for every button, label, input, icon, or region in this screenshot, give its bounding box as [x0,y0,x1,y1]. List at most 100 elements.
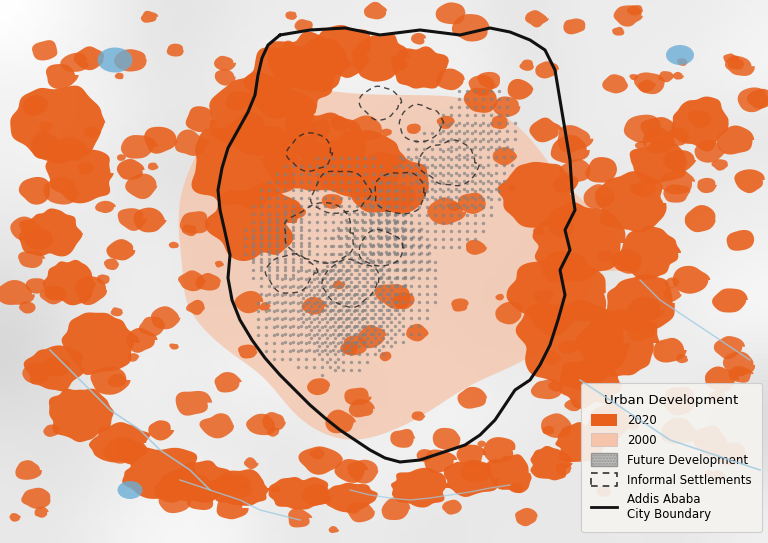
Point [325,306,337,314]
Point [308,275,320,283]
Point [397,242,409,250]
Polygon shape [346,502,375,522]
Point [255,282,267,291]
Point [389,289,401,298]
Point [367,218,379,226]
Point [284,307,296,315]
Point [405,242,417,250]
Point [340,207,353,216]
Polygon shape [658,71,674,82]
Point [391,225,403,233]
Point [340,339,353,348]
Polygon shape [478,440,486,447]
Point [421,258,433,267]
Point [453,111,465,119]
Polygon shape [89,422,151,464]
Polygon shape [552,176,576,193]
Polygon shape [139,317,165,336]
Point [397,258,409,267]
Point [303,258,315,267]
Point [332,323,344,331]
Point [313,318,325,326]
Point [319,321,331,330]
Point [300,283,312,292]
Point [458,176,470,185]
Point [271,321,283,330]
Point [279,162,291,171]
Polygon shape [723,351,755,376]
Point [308,363,320,371]
Point [343,298,355,306]
Point [255,289,267,298]
Point [380,239,392,248]
Polygon shape [654,338,687,363]
Point [247,247,259,255]
Point [341,306,353,314]
Polygon shape [333,280,346,289]
Polygon shape [711,470,726,481]
Point [365,338,377,346]
Point [375,241,387,249]
Point [356,299,368,307]
Point [437,127,449,135]
Point [509,127,521,135]
Polygon shape [534,290,554,304]
Point [391,226,403,235]
Point [279,289,291,298]
Point [391,289,403,298]
Point [421,235,433,243]
Point [247,266,259,274]
Polygon shape [515,300,631,390]
Point [421,211,433,219]
Point [340,314,353,323]
Point [397,306,409,314]
Point [437,235,449,243]
Point [247,250,259,258]
Point [477,211,489,219]
Point [316,363,328,371]
Point [335,282,347,291]
Polygon shape [114,439,145,461]
Polygon shape [448,202,460,211]
Point [279,178,291,186]
Point [303,274,315,282]
Point [377,318,389,326]
Point [268,314,280,323]
Point [442,193,454,201]
Point [292,355,304,363]
Polygon shape [301,78,316,86]
Point [319,162,331,171]
Point [399,210,411,218]
Point [437,179,449,187]
Point [389,226,401,235]
Point [349,282,361,291]
Point [474,129,486,137]
Point [341,266,353,274]
Point [325,258,337,267]
Point [317,282,329,291]
Point [341,289,353,298]
Point [381,210,393,218]
Polygon shape [10,217,41,241]
Point [276,314,288,323]
Point [369,342,381,350]
Polygon shape [364,2,387,20]
Polygon shape [25,278,46,294]
Point [287,282,300,291]
Point [397,194,409,203]
Point [356,331,368,339]
Point [375,282,387,291]
Point [389,233,401,242]
Polygon shape [179,90,623,440]
Point [348,232,360,241]
Point [458,161,470,169]
Point [329,342,341,350]
Polygon shape [234,291,263,313]
Point [295,258,307,267]
Point [343,233,355,242]
Point [383,257,396,266]
Point [383,250,396,258]
Point [353,262,365,270]
Point [372,194,385,203]
Point [345,318,357,326]
